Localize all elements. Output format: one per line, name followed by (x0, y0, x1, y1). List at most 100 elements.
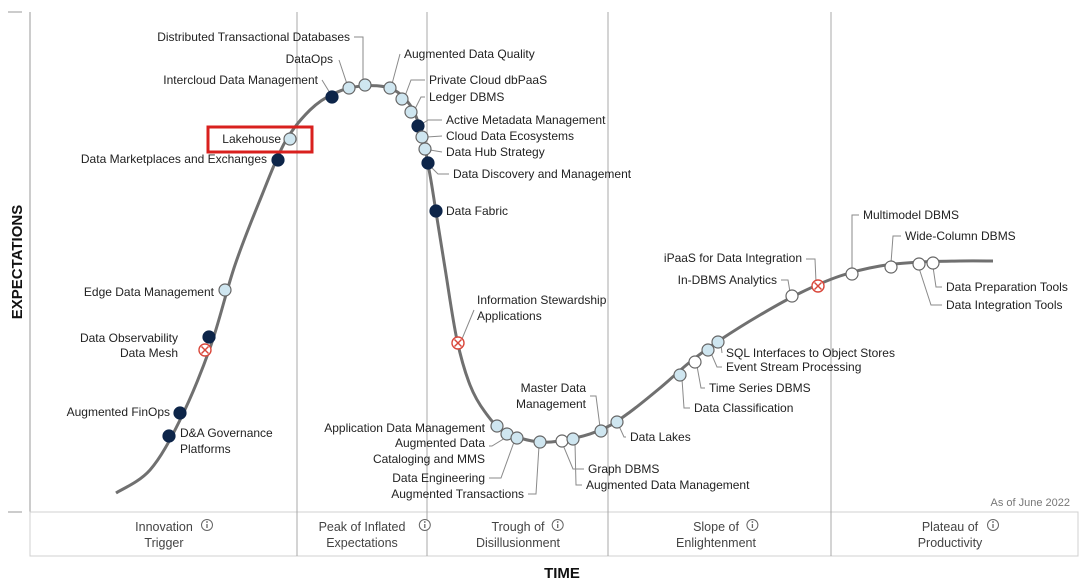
label-wide-column-dbms: Wide-Column DBMS (905, 229, 1016, 243)
leader-data-engineering (489, 437, 518, 479)
x-axis-title: TIME (544, 565, 580, 582)
label-data-integration-tools: Data Integration Tools (946, 298, 1063, 312)
label-d-a-governance-platforms: D&A Governance Platforms (180, 426, 273, 456)
marker-data-fabric (429, 204, 443, 218)
y-axis-title: EXPECTATIONS (9, 205, 26, 319)
label-data-observability: Data Observability (80, 331, 178, 345)
label-data-classification: Data Classification (694, 401, 793, 415)
marker-master-data-management (594, 424, 608, 438)
phase-label-innovation-trigger: Innovation Trigger (135, 520, 193, 550)
label-master-data-management: Master Data Management (516, 381, 587, 411)
phase-label-peak-of-inflated-expectations: Peak of Inflated Expectations (319, 520, 406, 550)
leader-augmented-transactions (528, 441, 541, 495)
marker-data-classification (673, 368, 687, 382)
leader-multimodel-dbms (851, 214, 859, 274)
info-circle-icon[interactable] (551, 519, 564, 531)
marker-cloud-data-ecosystems (415, 130, 429, 144)
label-information-stewardship-applications: Information Stewardship Applications (477, 293, 607, 323)
highlight-box (206, 125, 314, 154)
marker-dataops (342, 81, 356, 95)
label-augmented-finops: Augmented FinOps (67, 405, 170, 419)
phase-label-plateau-of-productivity: Plateau of Productivity (918, 520, 983, 550)
marker-data-hub-strategy (418, 142, 432, 156)
label-data-lakes: Data Lakes (630, 430, 691, 444)
marker-augmented-data-quality (383, 81, 397, 95)
label-cloud-data-ecosystems: Cloud Data Ecosystems (446, 129, 574, 143)
marker-data-integration-tools (912, 257, 926, 271)
marker-augmented-transactions (533, 435, 547, 449)
label-edge-data-management: Edge Data Management (84, 285, 215, 299)
label-data-engineering: Data Engineering (392, 471, 485, 485)
marker-data-lakes (610, 415, 624, 429)
marker-augmented-data-management (566, 432, 580, 446)
marker-wide-column-dbms (884, 260, 898, 274)
chart-frame (8, 11, 1079, 557)
phase-label-slope-of-enlightenment: Slope of Enlightenment (676, 520, 756, 550)
hype-curve (115, 84, 994, 495)
marker-private-cloud-dbpaas (395, 92, 409, 106)
marker-data-mesh (198, 343, 212, 357)
leader-distributed-transactional-databases (354, 36, 366, 86)
marker-event-stream-processing (701, 343, 715, 357)
label-augmented-data-management: Augmented Data Management (586, 478, 750, 492)
label-ledger-dbms: Ledger DBMS (429, 90, 504, 104)
marker-data-preparation-tools (926, 256, 940, 270)
label-dataops: DataOps (286, 52, 333, 66)
technology-markers (162, 78, 940, 449)
label-data-mesh: Data Mesh (120, 346, 178, 360)
marker-in-dbms-analytics (785, 289, 799, 303)
label-data-marketplaces-and-exchanges: Data Marketplaces and Exchanges (81, 152, 267, 166)
marker-time-series-dbms (688, 355, 702, 369)
info-circle-icon[interactable] (418, 519, 431, 531)
label-distributed-transactional-databases: Distributed Transactional Databases (157, 30, 350, 44)
label-lakehouse: Lakehouse (222, 132, 281, 146)
technology-labels: D&A Governance Platforms Augmented FinOps D… (67, 30, 1068, 501)
marker-ipaas-for-data-integration (811, 279, 825, 293)
label-sql-interfaces-to-object-stores: SQL Interfaces to Object Stores (726, 346, 895, 360)
leader-data-integration-tools (918, 264, 942, 306)
marker-ledger-dbms (404, 105, 418, 119)
marker-data-marketplaces-and-exchanges (271, 153, 285, 167)
label-data-hub-strategy: Data Hub Strategy (446, 145, 545, 159)
label-event-stream-processing: Event Stream Processing (726, 360, 861, 374)
phase-label-trough-of-disillusionment: Trough of Disillusionment (476, 520, 561, 550)
label-private-cloud-dbpaas: Private Cloud dbPaaS (429, 73, 547, 87)
phase-label-band (29, 511, 1079, 557)
info-circle-icon[interactable] (746, 519, 759, 531)
label-multimodel-dbms: Multimodel DBMS (863, 208, 959, 222)
marker-distributed-transactional-databases (358, 78, 372, 92)
label-active-metadata-management: Active Metadata Management (446, 113, 606, 127)
marker-application-data-management (490, 419, 504, 433)
label-data-fabric: Data Fabric (446, 204, 508, 218)
marker-information-stewardship-applications (451, 336, 465, 350)
label-augmented-data-quality: Augmented Data Quality (404, 47, 535, 61)
as-of-note: As of June 2022 (990, 497, 1070, 509)
marker-lakehouse (283, 132, 297, 146)
marker-data-discovery-and-management (421, 156, 435, 170)
label-data-discovery-and-management: Data Discovery and Management (453, 167, 632, 181)
marker-sql-interfaces-to-object-stores (711, 335, 725, 349)
marker-edge-data-management (218, 283, 232, 297)
marker-data-observability (202, 330, 216, 344)
label-intercloud-data-management: Intercloud Data Management (163, 73, 318, 87)
label-augmented-data-cataloging-and-mms: Augmented Data Cataloging and MMS (373, 436, 485, 466)
marker-multimodel-dbms (845, 267, 859, 281)
label-application-data-management: Application Data Management (324, 421, 485, 435)
phase-labels: Innovation Trigger Peak of Inflated Expecta… (135, 519, 999, 550)
label-graph-dbms: Graph DBMS (588, 462, 659, 476)
info-circle-icon[interactable] (201, 519, 213, 531)
info-circle-icon[interactable] (987, 519, 999, 531)
marker-active-metadata-management (411, 119, 425, 133)
label-ipaas-for-data-integration: iPaaS for Data Integration (664, 251, 802, 265)
marker-d-a-governance-platforms (162, 429, 176, 443)
marker-data-engineering (510, 431, 524, 445)
phase-dividers (296, 12, 832, 556)
marker-graph-dbms (555, 434, 569, 448)
leader-augmented-data-management (572, 438, 582, 486)
label-time-series-dbms: Time Series DBMS (709, 381, 811, 395)
marker-intercloud-data-management (325, 90, 339, 104)
label-augmented-transactions: Augmented Transactions (391, 487, 524, 501)
label-data-preparation-tools: Data Preparation Tools (946, 280, 1068, 294)
marker-augmented-finops (173, 406, 187, 420)
